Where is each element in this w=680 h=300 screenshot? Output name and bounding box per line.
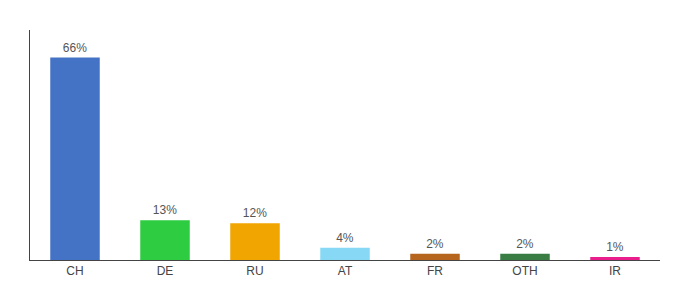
svg-text:OTH: OTH: [512, 264, 537, 278]
svg-text:CH: CH: [66, 264, 83, 278]
svg-text:2%: 2%: [516, 237, 534, 251]
svg-text:IR: IR: [609, 264, 621, 278]
svg-text:FR: FR: [427, 264, 443, 278]
svg-text:2%: 2%: [426, 237, 444, 251]
svg-text:AT: AT: [338, 264, 353, 278]
svg-text:12%: 12%: [243, 206, 267, 220]
svg-text:RU: RU: [246, 264, 263, 278]
svg-text:4%: 4%: [336, 231, 354, 245]
svg-text:13%: 13%: [153, 203, 177, 217]
svg-text:66%: 66%: [63, 41, 87, 55]
svg-text:DE: DE: [157, 264, 174, 278]
svg-text:1%: 1%: [606, 240, 624, 254]
